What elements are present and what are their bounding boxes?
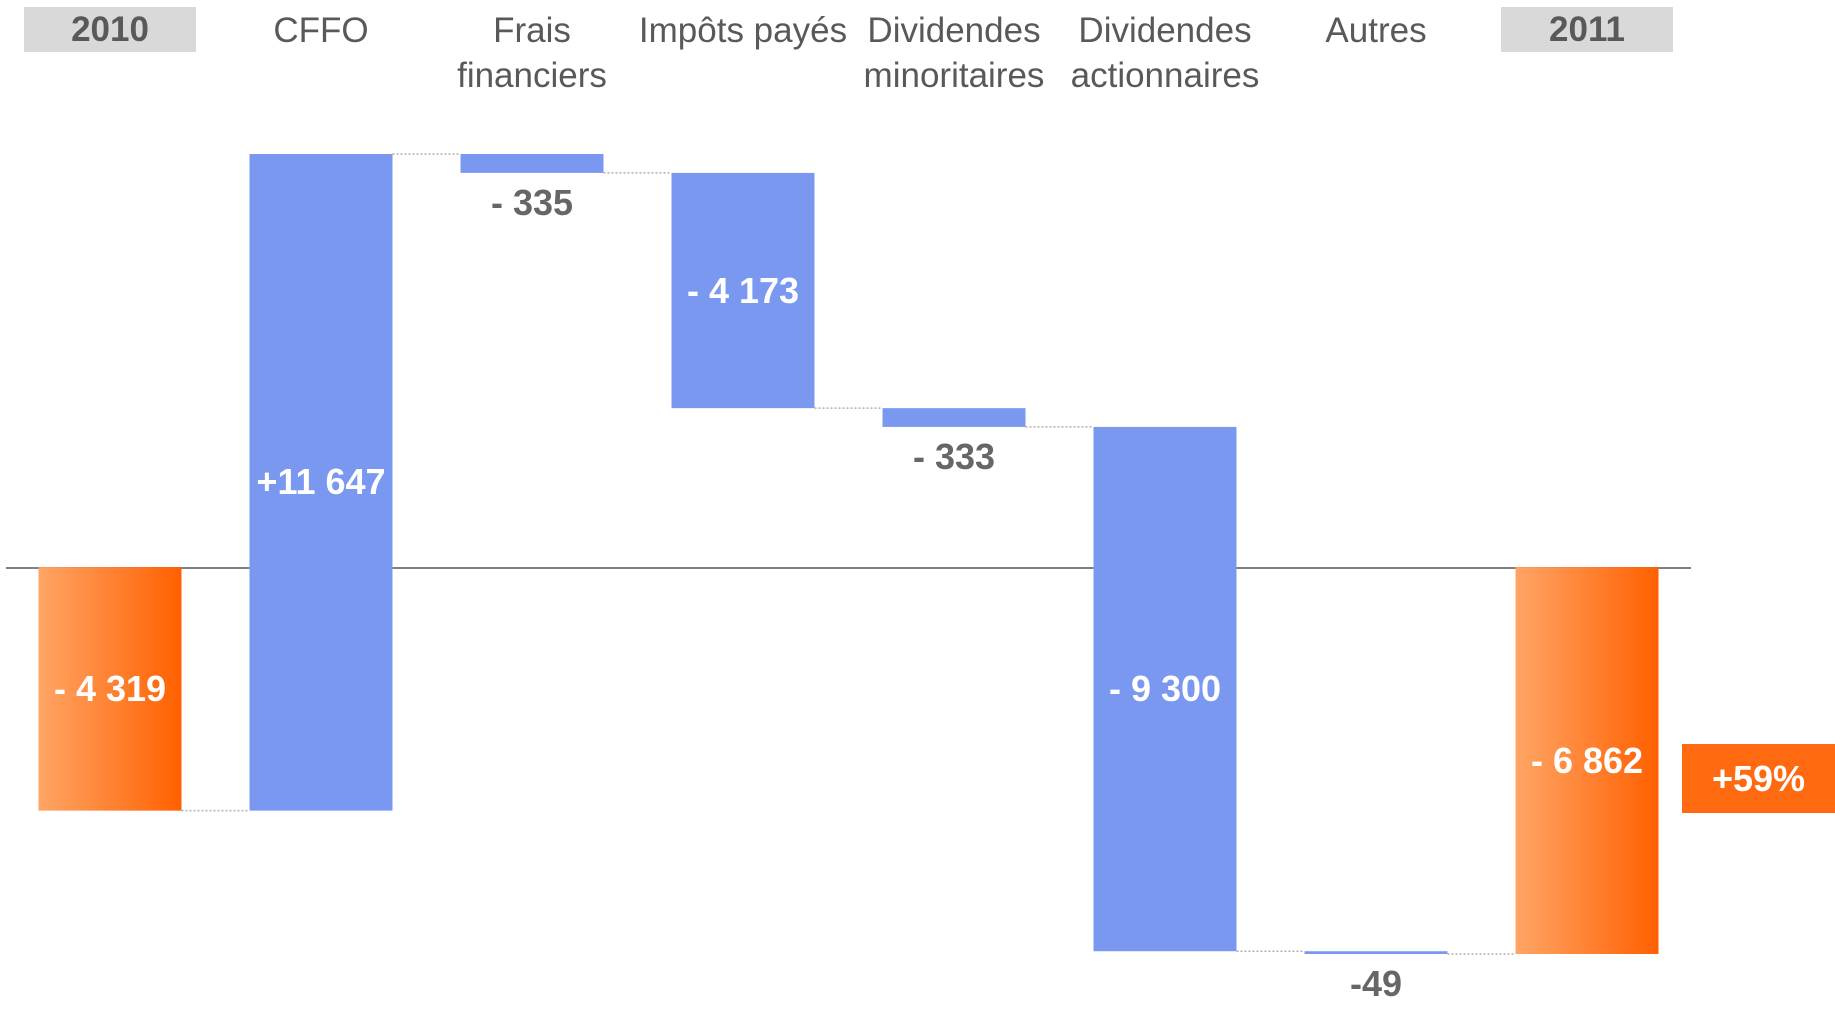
value-label: - 6 862 — [1530, 739, 1644, 781]
annotation: +59% — [1682, 744, 1835, 813]
bar — [249, 154, 393, 811]
value-label: - 4 319 — [53, 667, 167, 709]
bar — [882, 408, 1026, 427]
bar — [1304, 951, 1448, 954]
value-label: - 9 300 — [1108, 668, 1222, 710]
value-label: - 335 — [490, 181, 574, 223]
x-tick-label: Impôts payés — [638, 11, 848, 50]
value-label: - 4 173 — [686, 269, 800, 311]
x-tick-label: Autres — [1325, 11, 1427, 50]
bar — [1093, 426, 1237, 952]
x-tick-label: Frais financiers — [457, 11, 607, 95]
bar — [671, 172, 815, 409]
value-label: -49 — [1349, 963, 1403, 1004]
bar — [1515, 567, 1659, 954]
x-tick-label: CFFO — [273, 11, 369, 50]
x-tick-label: 2011 — [1501, 7, 1673, 52]
bar — [460, 154, 604, 173]
bar — [38, 567, 182, 811]
x-tick-label: Dividendes minoritaires — [863, 11, 1045, 95]
value-label: - 333 — [912, 435, 996, 477]
x-tick-label: 2010 — [24, 7, 196, 52]
x-tick-label: Dividendes actionnaires — [1070, 11, 1260, 95]
value-label: +11 647 — [256, 461, 386, 503]
